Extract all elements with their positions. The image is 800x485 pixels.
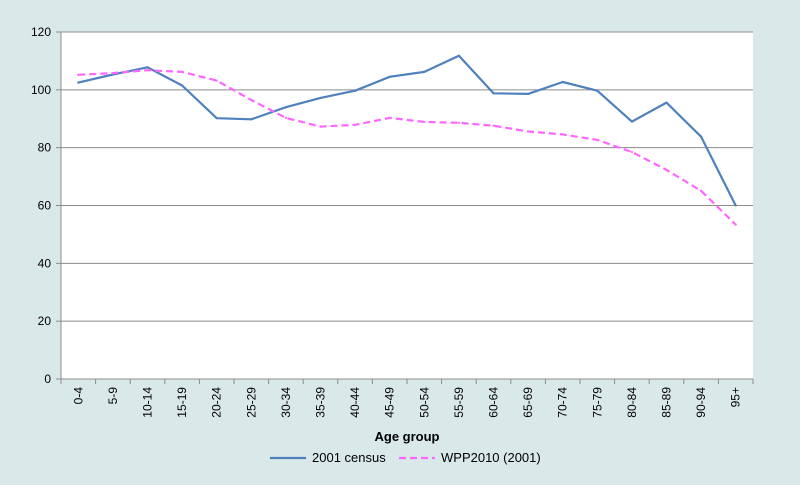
x-tick-label: 85-89 xyxy=(660,387,674,418)
data-point xyxy=(561,133,564,136)
y-tick-label: 40 xyxy=(38,256,52,270)
data-point xyxy=(492,92,495,95)
data-point xyxy=(700,135,703,138)
data-point xyxy=(284,106,287,109)
y-tick-label: 20 xyxy=(38,314,52,328)
x-tick-label: 95+ xyxy=(729,387,743,407)
data-point xyxy=(111,71,114,75)
x-axis-title: Age group xyxy=(375,429,440,444)
data-point xyxy=(215,79,218,82)
legend-label: WPP2010 (2001) xyxy=(441,450,541,465)
x-tick-label: 5-9 xyxy=(106,387,120,405)
data-point xyxy=(492,124,495,127)
data-point xyxy=(630,150,634,154)
data-point xyxy=(734,204,737,207)
data-point xyxy=(596,89,599,92)
data-point xyxy=(457,54,460,57)
data-point xyxy=(215,117,218,120)
x-tick-label: 30-34 xyxy=(279,387,293,418)
x-tick-label: 60-64 xyxy=(487,387,501,418)
y-tick-label: 100 xyxy=(31,83,51,97)
data-point xyxy=(354,123,357,126)
series-layer xyxy=(77,54,737,226)
x-tick-label: 35-39 xyxy=(314,387,328,418)
y-tick-label: 120 xyxy=(31,25,51,39)
x-tick-label: 20-24 xyxy=(210,387,224,418)
data-point xyxy=(527,130,530,133)
x-tick-label: 90-94 xyxy=(694,387,708,418)
data-point xyxy=(630,120,634,123)
x-tick-label: 0-4 xyxy=(71,387,85,405)
x-tick-label: 25-29 xyxy=(244,387,258,418)
data-point xyxy=(250,98,253,102)
data-point xyxy=(77,73,80,76)
x-tick-label: 80-84 xyxy=(625,387,639,418)
data-point xyxy=(146,69,149,72)
data-point xyxy=(700,189,703,192)
data-point xyxy=(250,118,253,121)
data-point xyxy=(146,66,149,69)
x-axis: 0-4 5-9 10-14 15-19 20-24 25-29 30-34 35-39 40-4… xyxy=(60,32,754,418)
x-tick-label: 70-74 xyxy=(556,387,570,418)
x-tick-label: 55-59 xyxy=(452,387,466,418)
data-point xyxy=(354,89,357,92)
x-tick-label: 75-79 xyxy=(590,387,604,418)
y-axis: 0 20 40 60 80 100 120 xyxy=(31,25,61,386)
x-tick-label: 50-54 xyxy=(417,387,431,418)
data-point xyxy=(423,120,426,124)
x-tick-label: 40-44 xyxy=(348,387,362,418)
data-point xyxy=(527,92,530,95)
x-tick-label: 15-19 xyxy=(175,387,189,418)
data-point xyxy=(457,121,460,124)
data-point xyxy=(388,75,391,78)
data-point xyxy=(284,116,287,119)
legend: 2001 census WPP2010 (2001) xyxy=(270,450,541,465)
series-line-1 xyxy=(78,69,737,226)
y-tick-label: 0 xyxy=(44,372,51,386)
data-point xyxy=(181,70,184,74)
data-point xyxy=(665,101,668,104)
data-point xyxy=(319,96,322,100)
data-point xyxy=(665,168,668,172)
data-point xyxy=(734,223,737,226)
data-point xyxy=(561,80,564,84)
x-tick-label: 10-14 xyxy=(141,387,155,418)
legend-label: 2001 census xyxy=(312,450,386,465)
y-tick-label: 60 xyxy=(38,199,52,213)
gridlines xyxy=(61,31,753,322)
x-tick-label: 45-49 xyxy=(383,387,397,418)
series-line-0 xyxy=(78,54,737,206)
data-point xyxy=(319,125,322,128)
data-point xyxy=(423,70,426,74)
x-tick-label: 65-69 xyxy=(521,387,535,418)
y-tick-label: 80 xyxy=(38,141,52,155)
data-point xyxy=(596,138,599,141)
data-point xyxy=(388,116,391,119)
data-point xyxy=(77,81,80,84)
data-point xyxy=(181,84,184,87)
